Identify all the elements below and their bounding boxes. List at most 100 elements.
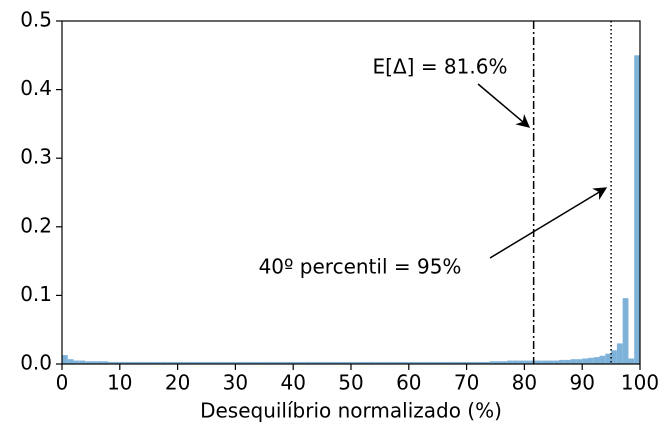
bar <box>339 361 346 364</box>
plot-frame <box>61 20 641 365</box>
bar <box>628 358 635 364</box>
bar <box>605 353 612 364</box>
bar <box>443 361 450 364</box>
x-tick-label: 90 <box>569 371 594 395</box>
bar <box>495 361 502 364</box>
y-tick-label: 0.3 <box>20 145 52 169</box>
bar <box>108 361 115 364</box>
y-tick-label: 0.1 <box>20 282 52 306</box>
bar <box>501 361 508 364</box>
bar <box>322 361 328 364</box>
bar <box>67 359 74 364</box>
bar <box>472 361 479 364</box>
bar <box>483 361 490 364</box>
bar <box>524 360 531 364</box>
bar <box>611 350 617 364</box>
bar <box>489 361 496 364</box>
bar <box>518 360 525 364</box>
bar <box>85 361 91 364</box>
bar <box>125 361 132 364</box>
bar <box>582 358 588 364</box>
bar <box>327 361 334 364</box>
bar <box>478 361 484 364</box>
bar <box>131 361 138 364</box>
bar <box>333 361 340 364</box>
x-tick-label: 100 <box>621 371 659 395</box>
bar <box>420 361 427 364</box>
bar <box>426 361 432 364</box>
bar <box>437 361 444 364</box>
bar <box>599 355 606 364</box>
y-tick-label: 0.4 <box>20 76 52 100</box>
x-tick-label: 60 <box>396 371 421 395</box>
x-tick-label: 70 <box>454 371 479 395</box>
bar <box>293 361 299 364</box>
bar <box>119 361 126 364</box>
bar <box>241 361 247 364</box>
bar <box>374 361 380 364</box>
bar <box>62 355 68 364</box>
x-tick-label: 40 <box>280 371 305 395</box>
bar <box>223 361 230 364</box>
bar <box>194 361 201 364</box>
bar <box>362 361 369 364</box>
bar <box>114 361 120 364</box>
bar <box>547 360 554 364</box>
bar <box>403 361 409 364</box>
bar <box>455 361 461 364</box>
bar <box>553 360 560 364</box>
bar <box>593 357 600 364</box>
bar <box>587 357 594 364</box>
annotation: E[Δ] = 81.6% <box>373 55 508 79</box>
bar <box>154 361 161 364</box>
bar <box>512 360 519 364</box>
bar <box>258 361 265 364</box>
bar <box>102 361 109 364</box>
bar <box>73 360 80 364</box>
bar <box>351 361 357 364</box>
bar <box>229 361 236 364</box>
bar <box>541 360 548 364</box>
bar <box>507 360 513 364</box>
bar <box>570 359 577 364</box>
x-tick-label: 0 <box>56 371 69 395</box>
bar <box>79 360 86 364</box>
bar <box>166 361 172 364</box>
bar <box>449 361 456 364</box>
bar <box>270 361 276 364</box>
bar <box>379 361 386 364</box>
annotation-arrow <box>489 187 608 259</box>
bar <box>414 361 421 364</box>
bar <box>397 361 404 364</box>
y-tick-label: 0.2 <box>20 213 52 237</box>
bar <box>345 361 351 364</box>
bar <box>246 361 253 364</box>
annotation-arrow <box>477 83 531 128</box>
bar <box>622 298 629 364</box>
bar <box>275 361 282 364</box>
bar <box>287 361 294 364</box>
bar <box>206 361 213 364</box>
bar <box>391 361 398 364</box>
annotation: 40º percentil = 95% <box>259 255 462 279</box>
y-tick-label: 0.0 <box>20 351 52 375</box>
bar <box>368 361 375 364</box>
bar <box>616 343 623 364</box>
bar <box>160 361 167 364</box>
bar <box>148 361 155 364</box>
bar <box>310 361 317 364</box>
bar <box>431 361 438 364</box>
bar <box>304 361 311 364</box>
x-axis-label: Desequilíbrio normalizado (%) <box>200 399 502 423</box>
bar <box>96 361 103 364</box>
bar <box>576 359 583 364</box>
bar <box>316 361 323 364</box>
bar <box>385 361 392 364</box>
bar <box>564 359 571 364</box>
bar <box>183 361 190 364</box>
x-tick-label: 80 <box>512 371 537 395</box>
bar <box>200 361 207 364</box>
bar <box>264 361 271 364</box>
bar <box>212 361 219 364</box>
